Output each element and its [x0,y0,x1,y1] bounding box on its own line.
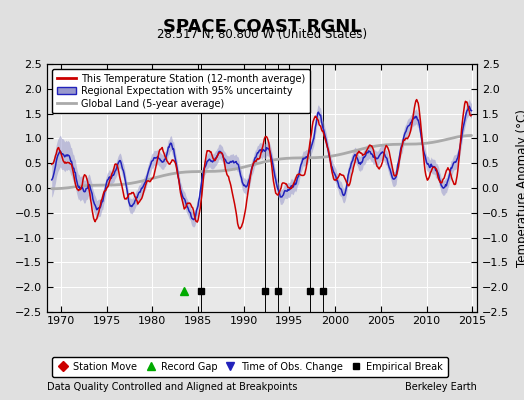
Text: Data Quality Controlled and Aligned at Breakpoints: Data Quality Controlled and Aligned at B… [47,382,298,392]
Text: SPACE COAST RGNL: SPACE COAST RGNL [162,18,362,36]
Text: Berkeley Earth: Berkeley Earth [405,382,477,392]
Y-axis label: Temperature Anomaly (°C): Temperature Anomaly (°C) [516,109,524,267]
Legend: Station Move, Record Gap, Time of Obs. Change, Empirical Break: Station Move, Record Gap, Time of Obs. C… [52,357,447,376]
Text: 28.517 N, 80.800 W (United States): 28.517 N, 80.800 W (United States) [157,28,367,41]
